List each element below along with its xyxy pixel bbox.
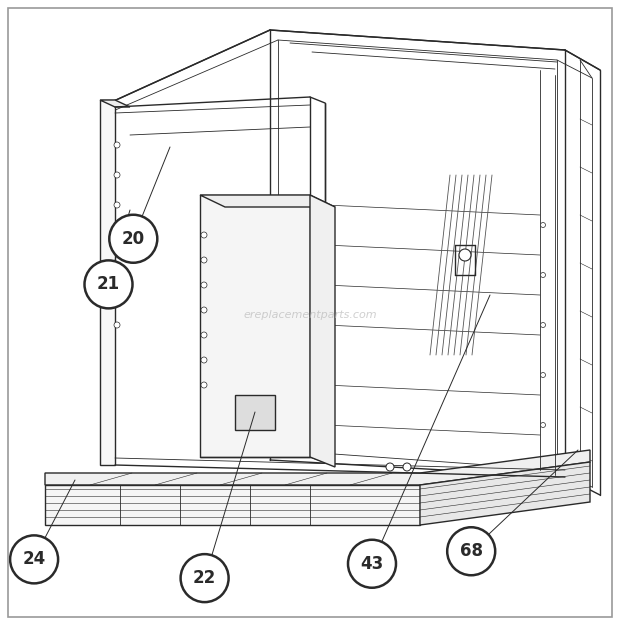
Circle shape [114,142,120,148]
Text: ereplacementparts.com: ereplacementparts.com [243,310,377,320]
Text: 68: 68 [459,542,483,560]
Polygon shape [45,450,590,485]
Polygon shape [200,195,310,457]
Text: 21: 21 [97,276,120,293]
Polygon shape [420,462,590,525]
Circle shape [459,249,471,261]
Circle shape [386,463,394,471]
Polygon shape [310,195,335,467]
Ellipse shape [180,554,229,602]
Circle shape [201,357,207,363]
Circle shape [201,257,207,263]
Circle shape [114,292,120,298]
Circle shape [541,222,546,228]
Ellipse shape [447,528,495,575]
Circle shape [114,172,120,178]
Circle shape [403,463,411,471]
Polygon shape [45,485,420,525]
Polygon shape [200,195,335,207]
Circle shape [114,202,120,208]
Circle shape [201,307,207,313]
Circle shape [541,322,546,328]
Circle shape [541,372,546,378]
Circle shape [114,262,120,268]
Ellipse shape [109,215,157,262]
Polygon shape [100,100,130,107]
Polygon shape [100,100,115,465]
Circle shape [114,232,120,238]
Circle shape [201,332,207,338]
Circle shape [201,382,207,388]
Circle shape [201,282,207,288]
Circle shape [114,322,120,328]
Ellipse shape [10,536,58,583]
Text: 24: 24 [22,551,46,568]
Text: 43: 43 [360,555,384,572]
Polygon shape [235,395,275,430]
Circle shape [201,232,207,238]
Circle shape [541,272,546,278]
Text: 22: 22 [193,569,216,587]
Ellipse shape [348,540,396,588]
Circle shape [541,422,546,428]
Ellipse shape [84,261,133,308]
Text: 20: 20 [122,230,145,248]
